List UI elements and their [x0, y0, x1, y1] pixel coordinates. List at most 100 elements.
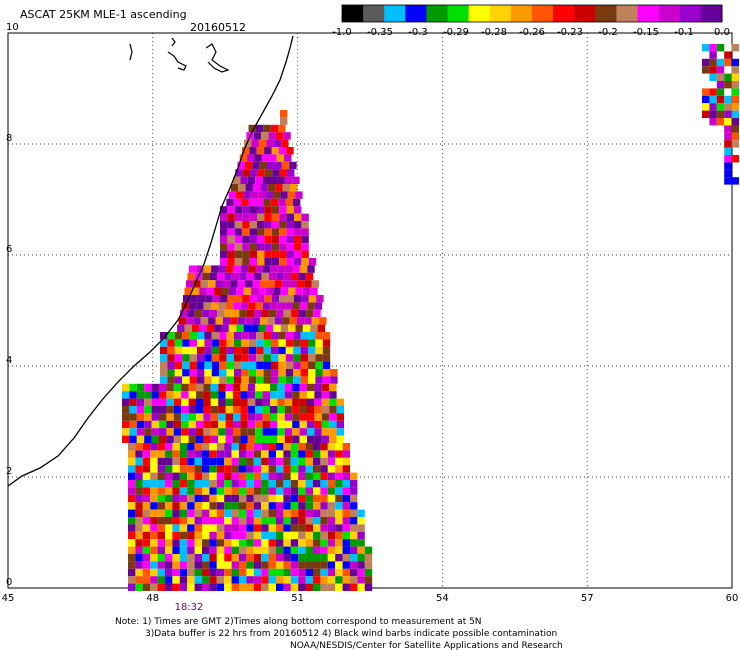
wind-cell — [243, 287, 252, 295]
map-title: ASCAT 25KM MLE-1 ascending — [20, 8, 187, 21]
wind-cell — [179, 554, 188, 562]
wind-cell — [278, 369, 286, 377]
wind-cell — [298, 517, 306, 525]
wind-cell — [327, 554, 336, 562]
wind-cell — [286, 147, 294, 155]
wind-cell — [335, 583, 343, 591]
wind-cell — [724, 155, 732, 163]
wind-cell — [150, 531, 158, 540]
wind-cell — [222, 317, 231, 325]
wind-cell — [270, 391, 278, 399]
wind-cell — [313, 509, 321, 517]
wind-cell — [268, 457, 276, 466]
wind-cell — [313, 524, 321, 532]
wind-cell — [211, 339, 220, 347]
wind-cell — [172, 517, 180, 525]
wind-cell — [292, 398, 300, 406]
wind-cell — [264, 213, 272, 221]
wind-cell — [314, 406, 322, 414]
wind-cell — [258, 191, 266, 199]
wind-cell — [203, 413, 211, 421]
wind-cell — [247, 406, 256, 414]
wind-cell — [278, 354, 286, 362]
wind-cell — [239, 554, 247, 562]
wind-cell — [271, 250, 280, 258]
wind-cell — [226, 354, 234, 362]
wind-cell — [261, 517, 269, 525]
wind-cell — [181, 383, 189, 392]
wind-cell — [202, 480, 210, 488]
wind-cell — [136, 435, 145, 443]
wind-cell — [202, 531, 210, 540]
wind-cell — [270, 302, 278, 310]
wind-cell — [262, 406, 270, 414]
wind-cell — [157, 465, 165, 473]
wind-cell — [264, 243, 272, 251]
wind-cell — [314, 420, 322, 429]
wind-cell — [241, 346, 249, 355]
wind-cell — [135, 561, 143, 569]
wind-cell — [270, 435, 278, 443]
wind-cell — [179, 487, 188, 495]
wind-cell — [128, 546, 136, 554]
wind-cell — [305, 502, 313, 510]
wind-cell — [135, 480, 143, 488]
wind-cell — [187, 309, 195, 318]
wind-cell — [151, 420, 159, 429]
wind-cell — [172, 576, 180, 584]
wind-cell — [724, 132, 732, 141]
wind-cell — [279, 295, 287, 303]
wind-cell — [235, 191, 244, 199]
wind-cell — [261, 309, 269, 318]
wind-cell — [290, 539, 299, 547]
wind-cell — [216, 554, 225, 562]
wind-cell — [165, 576, 173, 584]
wind-cell — [307, 428, 315, 436]
wind-cell — [240, 406, 248, 414]
wind-cell — [248, 376, 257, 384]
wind-cell — [194, 576, 202, 584]
wind-cell — [724, 95, 732, 104]
wind-cell — [271, 221, 280, 229]
wind-cell — [248, 302, 256, 310]
wind-cell — [335, 576, 343, 584]
wind-cell — [314, 435, 322, 443]
wind-cell — [335, 531, 343, 540]
wind-cell — [313, 502, 321, 510]
wind-cell — [160, 376, 168, 384]
wind-cell — [160, 332, 168, 340]
longitude-tick-label: 48 — [146, 593, 159, 604]
wind-cell — [173, 398, 182, 406]
wind-cell — [209, 531, 217, 540]
wind-cell — [239, 517, 247, 525]
wind-cell — [327, 450, 336, 458]
wind-cell — [702, 66, 710, 74]
wind-cell — [279, 228, 287, 236]
wind-cell — [330, 369, 338, 377]
wind-cell — [240, 428, 248, 436]
wind-cell — [350, 576, 358, 584]
wind-cell — [308, 376, 316, 384]
wind-cell — [227, 235, 235, 244]
wind-cell — [246, 465, 254, 473]
wind-cell — [308, 346, 316, 355]
wind-cell — [275, 184, 283, 192]
wind-cell — [197, 346, 205, 355]
wind-cell — [290, 583, 299, 591]
wind-cell — [182, 339, 190, 347]
wind-cell — [350, 509, 358, 517]
wind-cell — [322, 376, 331, 384]
wind-cell — [277, 176, 285, 184]
wind-cell — [286, 243, 294, 251]
wind-cell — [270, 176, 278, 184]
wind-cell — [157, 524, 165, 532]
wind-cell — [246, 554, 254, 562]
wind-cell — [179, 568, 188, 577]
wind-cell — [350, 472, 358, 480]
wind-cell — [285, 265, 293, 273]
wind-cell — [157, 450, 165, 458]
wind-cell — [142, 561, 151, 569]
wind-cell — [234, 346, 242, 355]
wind-cell — [327, 480, 336, 488]
wind-cell — [731, 95, 739, 104]
